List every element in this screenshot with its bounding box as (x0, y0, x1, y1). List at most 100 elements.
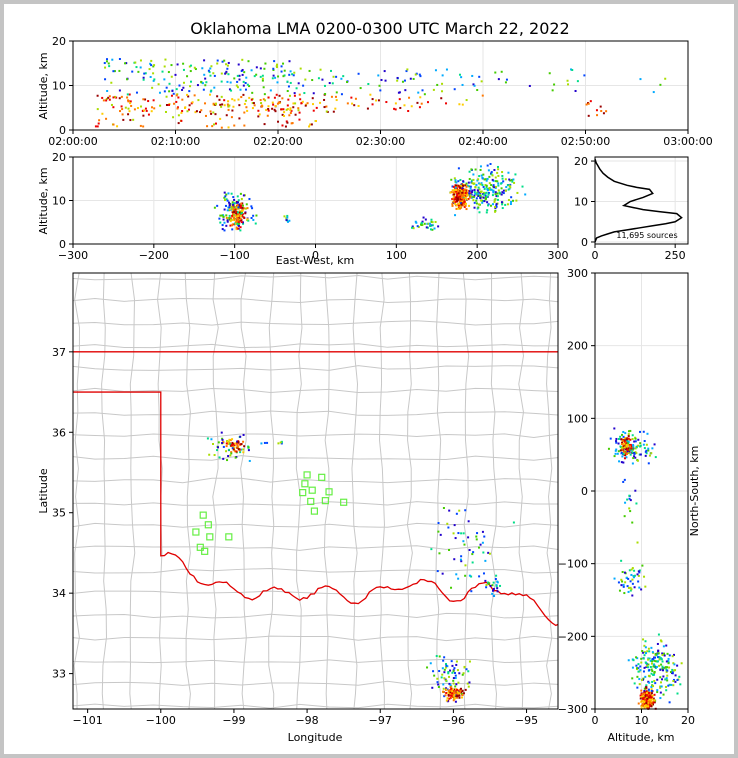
source-point (295, 87, 298, 90)
source-point (460, 560, 463, 563)
source-point (216, 62, 219, 65)
histogram-line (594, 158, 683, 243)
source-point (648, 697, 651, 700)
source-point (253, 75, 256, 78)
source-point (203, 73, 206, 76)
source-point (502, 192, 505, 195)
source-point (227, 108, 230, 111)
source-point (644, 640, 647, 643)
source-point (626, 445, 629, 448)
source-point (624, 501, 627, 504)
source-point (263, 67, 266, 70)
source-point (484, 178, 487, 181)
source-point (649, 659, 652, 662)
source-point (472, 551, 475, 554)
source-point (447, 693, 450, 696)
source-point (644, 646, 647, 649)
county-line (490, 273, 497, 709)
source-point (98, 119, 101, 122)
source-point (629, 586, 632, 589)
source-point (233, 77, 236, 80)
source-point (459, 190, 462, 193)
source-point (648, 694, 651, 697)
source-point (505, 78, 508, 81)
source-point (458, 672, 461, 675)
source-point (330, 95, 333, 98)
source-point (262, 86, 265, 89)
source-point (465, 185, 468, 188)
source-point (228, 217, 231, 220)
y-tick-label: 10 (52, 195, 66, 208)
source-point (303, 92, 306, 95)
source-point (223, 104, 226, 107)
source-point (631, 567, 634, 570)
source-point (242, 222, 245, 225)
source-point (621, 571, 624, 574)
source-point (272, 103, 275, 106)
source-point (643, 575, 646, 578)
source-point (452, 691, 455, 694)
source-point (613, 455, 616, 458)
source-point (299, 98, 302, 101)
source-point (241, 73, 244, 76)
source-point (142, 76, 145, 79)
source-point (551, 89, 554, 92)
source-point (225, 224, 228, 227)
source-point (188, 104, 191, 107)
source-point (175, 88, 178, 91)
source-point (250, 216, 253, 219)
county-line (73, 297, 558, 303)
source-point (135, 91, 138, 94)
source-point (424, 218, 427, 221)
source-point (482, 191, 485, 194)
source-point (152, 65, 155, 68)
source-point (482, 572, 485, 575)
source-point (101, 96, 104, 99)
source-point (422, 216, 425, 219)
source-point (289, 109, 292, 112)
county-line (73, 635, 558, 642)
source-point (359, 87, 362, 90)
source-point (280, 440, 283, 443)
source-point (139, 66, 142, 69)
source-point (585, 103, 588, 106)
source-point (225, 114, 228, 117)
source-point (630, 588, 633, 591)
source-point (103, 62, 106, 65)
source-point (455, 190, 458, 193)
source-point (222, 441, 225, 444)
source-point (457, 167, 460, 170)
source-point (332, 75, 335, 78)
source-point (595, 109, 598, 112)
source-point (627, 577, 630, 580)
source-point (464, 509, 467, 512)
source-point (467, 181, 470, 184)
source-point (460, 691, 463, 694)
source-point (217, 441, 220, 444)
source-point (667, 660, 670, 663)
source-point (492, 203, 495, 206)
source-point (453, 198, 456, 201)
source-point (631, 521, 634, 524)
source-point (96, 94, 99, 97)
source-point (175, 94, 178, 97)
source-point (411, 225, 414, 228)
source-point (263, 93, 266, 96)
source-point (226, 440, 229, 443)
source-point (235, 212, 238, 215)
source-point (415, 221, 418, 224)
x-tick-label: 02:10:00 (151, 135, 200, 148)
source-point (244, 99, 247, 102)
source-point (507, 171, 510, 174)
source-point (168, 90, 171, 93)
source-point (450, 586, 453, 589)
source-point (453, 177, 456, 180)
source-point (653, 659, 656, 662)
source-point (233, 222, 236, 225)
source-point (461, 184, 464, 187)
source-point (629, 510, 632, 513)
source-point (403, 79, 406, 82)
source-point (660, 640, 663, 643)
source-point (180, 111, 183, 114)
source-point (204, 114, 207, 117)
